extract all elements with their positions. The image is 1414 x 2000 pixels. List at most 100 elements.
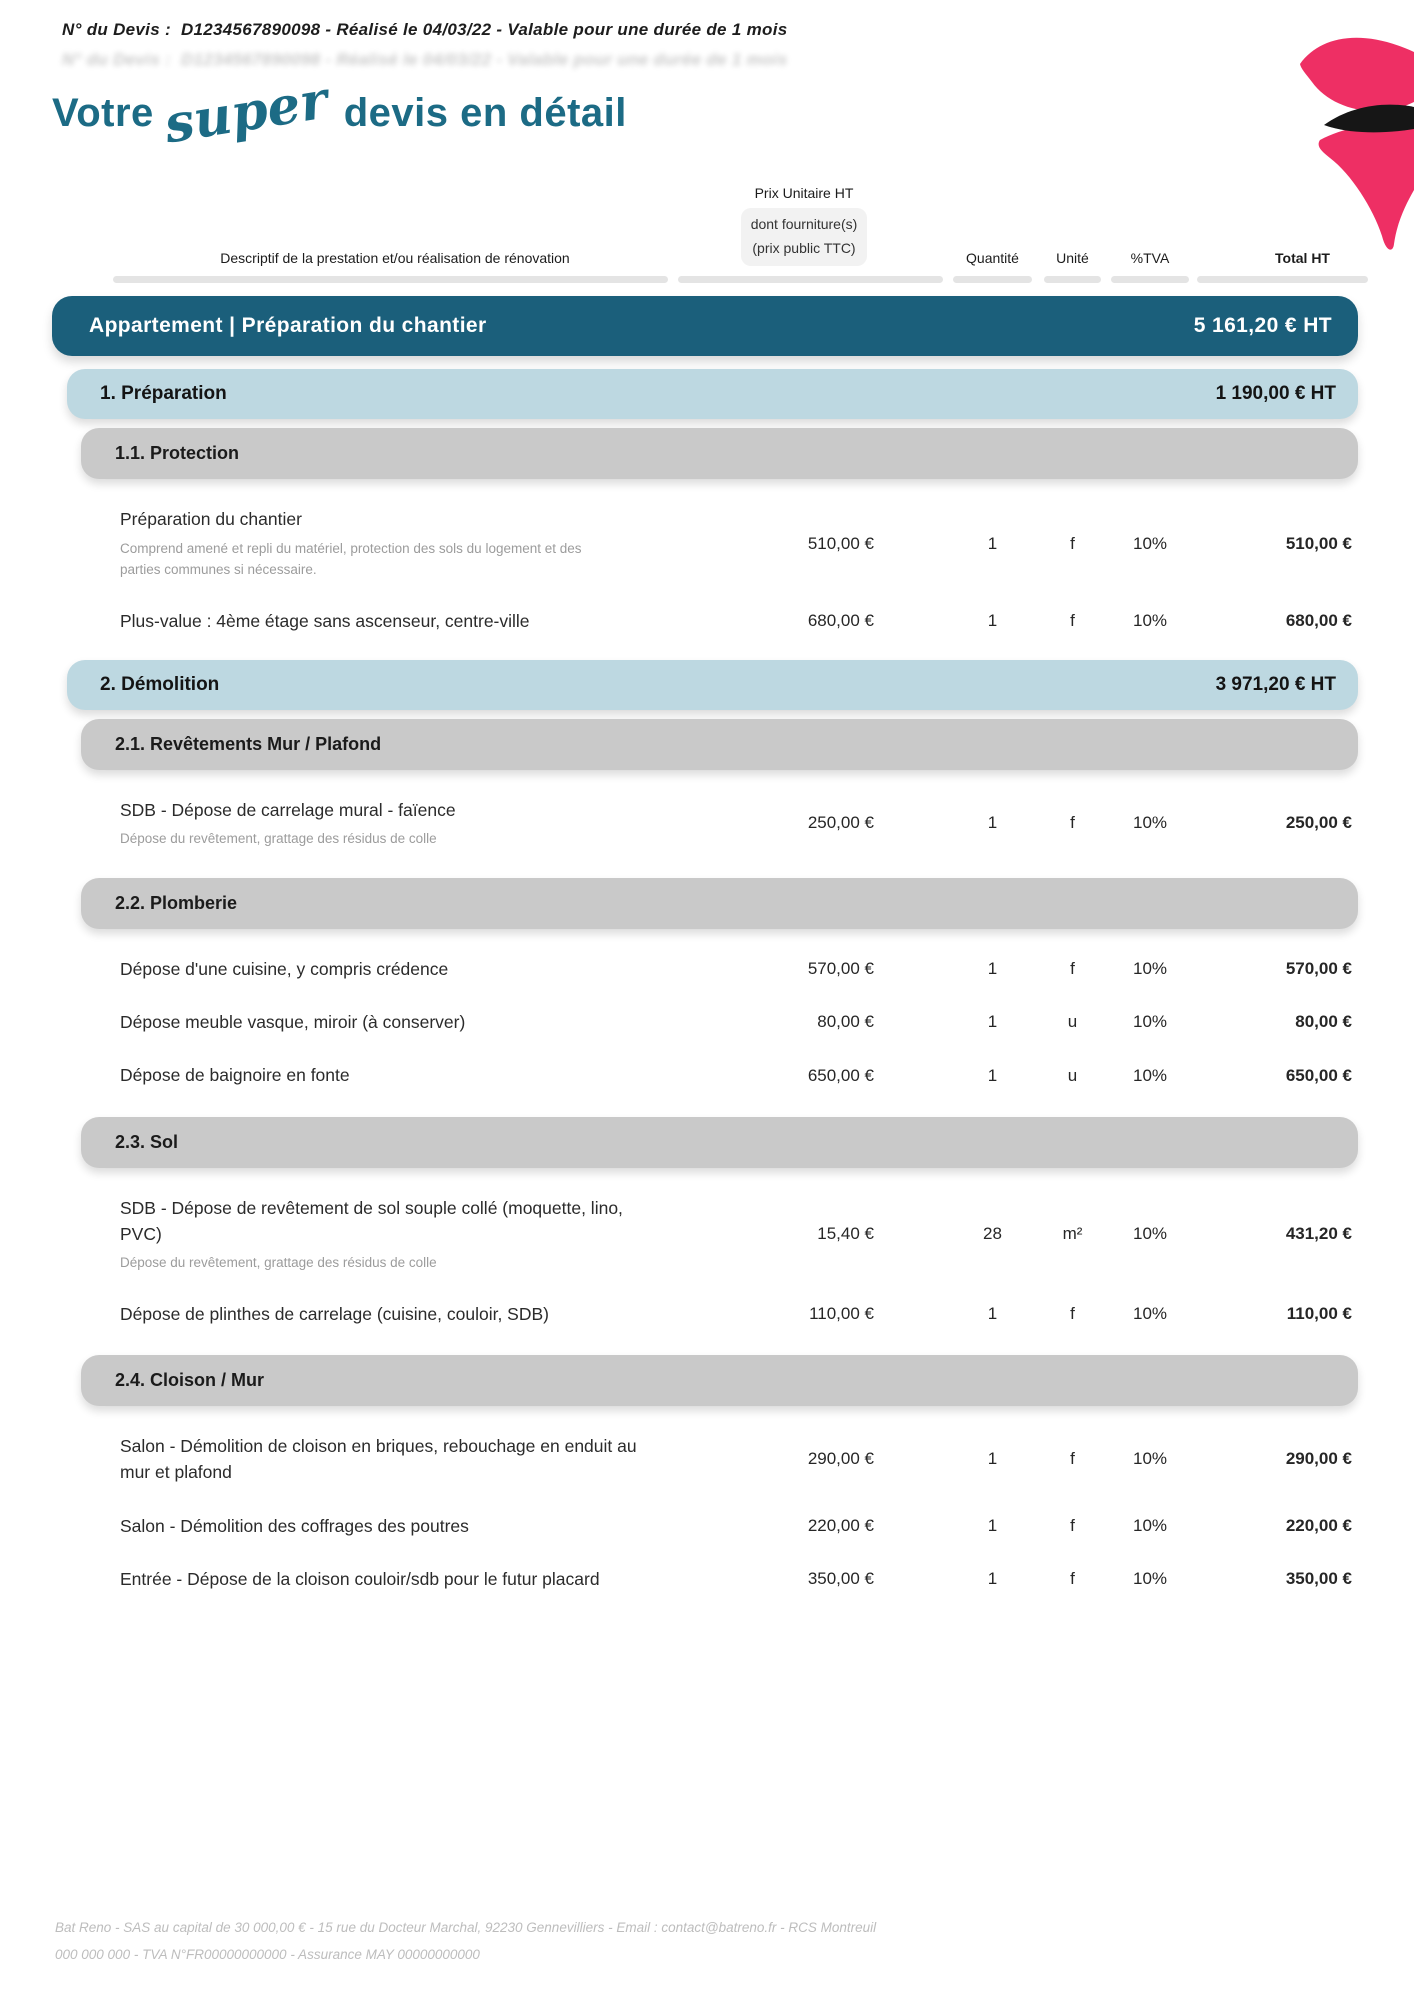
row-title: Dépose meuble vasque, miroir (à conserve… (120, 1012, 466, 1033)
total-value: 80,00 € (1295, 1012, 1352, 1032)
group-total: 5 161,20 € HT (1193, 314, 1332, 338)
quantity-value: 28 (983, 1224, 1002, 1244)
row-description-cell: Dépose de baignoire en fonte (52, 1062, 668, 1088)
vat-value: 10% (1132, 1224, 1168, 1244)
vat-value: 10% (1132, 610, 1168, 630)
unit-price-value: 570,00 € (807, 959, 874, 979)
quote-row: Dépose de baignoire en fonte 650,00 € 1 u 10… (52, 1062, 1358, 1088)
row-title: Dépose de baignoire en fonte (120, 1065, 350, 1086)
total-value: 570,00 € (1285, 959, 1352, 979)
subsection-label: 2.4. Cloison / Mur (115, 1370, 265, 1390)
section-total: 1 190,00 € HT (1215, 383, 1336, 405)
row-title: Dépose d'une cuisine, y compris crédence (120, 958, 449, 979)
quantity-value: 1 (987, 610, 998, 630)
total-value: 350,00 € (1285, 1568, 1352, 1588)
devis-note-value: D1234567890098 - Réalisé le 04/03/22 - V… (180, 20, 788, 39)
quantity-value: 1 (987, 1568, 998, 1588)
unit-price-value: 80,00 € (817, 1012, 874, 1032)
row-title: Dépose de plinthes de carrelage (cuisine… (120, 1303, 549, 1324)
col-header-description: Descriptif de la prestation et/ou réalis… (220, 250, 570, 267)
vat-value: 10% (1132, 1065, 1168, 1085)
unit-price-value: 290,00 € (807, 1449, 874, 1469)
vat-value: 10% (1132, 1012, 1168, 1032)
underline-quantity (953, 276, 1032, 284)
row-title: Salon - Démolition des coffrages des pou… (120, 1515, 469, 1536)
quote-row: Dépose d'une cuisine, y compris crédence… (52, 956, 1358, 982)
row-title: SDB - Dépose de revêtement de sol souple… (120, 1197, 623, 1244)
row-title: Préparation du chantier (120, 509, 302, 530)
bat-reno-logo-icon (1300, 37, 1414, 250)
brand-logo (1280, 22, 1414, 262)
title-rest: devis en détail (343, 91, 627, 135)
row-description-cell: Salon - Démolition de cloison en briques… (52, 1433, 668, 1486)
unit-price-value: 350,00 € (807, 1568, 874, 1588)
underline-description (113, 276, 668, 284)
vat-value: 10% (1132, 1515, 1168, 1535)
unit-price-value: 650,00 € (807, 1065, 874, 1085)
unit-value: f (1070, 533, 1075, 553)
unit-price-header-line3: (prix public TTC) (752, 239, 856, 256)
section-total: 3 971,20 € HT (1215, 674, 1336, 696)
quote-row: SDB - Dépose de revêtement de sol souple… (52, 1195, 1358, 1274)
row-title: Plus-value : 4ème étage sans ascenseur, … (120, 610, 530, 631)
logo-face-shape (1318, 123, 1414, 250)
underline-total (1197, 276, 1368, 284)
row-description-cell: Plus-value : 4ème étage sans ascenseur, … (52, 608, 668, 634)
unit-price-value: 220,00 € (807, 1515, 874, 1535)
section-banner: 1. Préparation 1 190,00 € HT (67, 369, 1358, 420)
quantity-value: 1 (987, 1012, 998, 1032)
subsection-label: 2.2. Plomberie (115, 892, 238, 913)
devis-note: N° du Devis : D1234567890098 - Réalisé le… (40, 10, 812, 48)
quote-row: Dépose meuble vasque, miroir (à conserve… (52, 1009, 1358, 1035)
quote-row: SDB - Dépose de carrelage mural - faïenc… (52, 797, 1358, 850)
underline-vat (1111, 276, 1189, 284)
quantity-value: 1 (987, 1449, 998, 1469)
unit-value: f (1070, 610, 1075, 630)
table-header-row: Descriptif de la prestation et/ou réalis… (52, 185, 1358, 270)
total-value: 650,00 € (1285, 1065, 1352, 1085)
quantity-value: 1 (987, 1515, 998, 1535)
unit-value: u (1067, 1065, 1078, 1085)
underline-unit (1044, 276, 1101, 284)
row-description-cell: SDB - Dépose de carrelage mural - faïenc… (52, 797, 668, 850)
row-description-text: Dépose du revêtement, grattage des résid… (120, 831, 437, 847)
quantity-value: 1 (987, 1303, 998, 1323)
title-word-super: super (160, 69, 332, 156)
unit-price-value: 510,00 € (807, 533, 874, 553)
group-banner: Appartement | Préparation du chantier 5 1… (52, 296, 1358, 357)
total-value: 510,00 € (1285, 533, 1352, 553)
row-title: Entrée - Dépose de la cloison couloir/sd… (120, 1568, 600, 1589)
unit-price-header-pill: dont fourniture(s) (prix public TTC) (740, 208, 868, 267)
subsection-banner: 2.1. Revêtements Mur / Plafond (81, 719, 1358, 771)
subsection-banner: 2.2. Plomberie (81, 877, 1358, 929)
unit-price-value: 250,00 € (807, 813, 874, 833)
quote-row: Préparation du chantier Comprend amené et… (52, 506, 1358, 580)
row-title: SDB - Dépose de carrelage mural - faïenc… (120, 800, 456, 821)
col-header-unit: Unité (1056, 250, 1089, 267)
total-value: 290,00 € (1285, 1449, 1352, 1469)
vat-value: 10% (1132, 813, 1168, 833)
unit-value: f (1070, 959, 1075, 979)
vat-value: 10% (1132, 1568, 1168, 1588)
row-title: Salon - Démolition de cloison en briques… (120, 1436, 637, 1483)
unit-value: f (1070, 1515, 1075, 1535)
subsection-banner: 2.3. Sol (81, 1116, 1358, 1168)
row-description-text: Comprend amené et repli du matériel, pro… (120, 540, 582, 578)
row-description-cell: Entrée - Dépose de la cloison couloir/sd… (52, 1566, 668, 1592)
col-header-unit-price: Prix Unitaire HT dont fourniture(s) (pri… (668, 185, 874, 270)
row-description-cell: Dépose meuble vasque, miroir (à conserve… (52, 1009, 668, 1035)
col-header-vat: %TVA (1130, 250, 1170, 267)
quantity-value: 1 (987, 1065, 998, 1085)
quantity-value: 1 (987, 813, 998, 833)
header-underline-row (52, 276, 1368, 284)
underline-unit-price (678, 276, 943, 284)
unit-price-header-line1: Prix Unitaire HT (754, 185, 854, 201)
section-label: 1. Préparation (100, 383, 227, 405)
section-banner: 2. Démolition 3 971,20 € HT (67, 660, 1358, 711)
legal-footer: Bat Reno - SAS au capital de 30 000,00 €… (55, 1920, 877, 1962)
quote-row: Plus-value : 4ème étage sans ascenseur, … (52, 608, 1358, 634)
unit-price-value: 680,00 € (807, 610, 874, 630)
row-description-cell: Dépose de plinthes de carrelage (cuisine… (52, 1301, 668, 1327)
subsection-label: 2.3. Sol (115, 1131, 179, 1152)
